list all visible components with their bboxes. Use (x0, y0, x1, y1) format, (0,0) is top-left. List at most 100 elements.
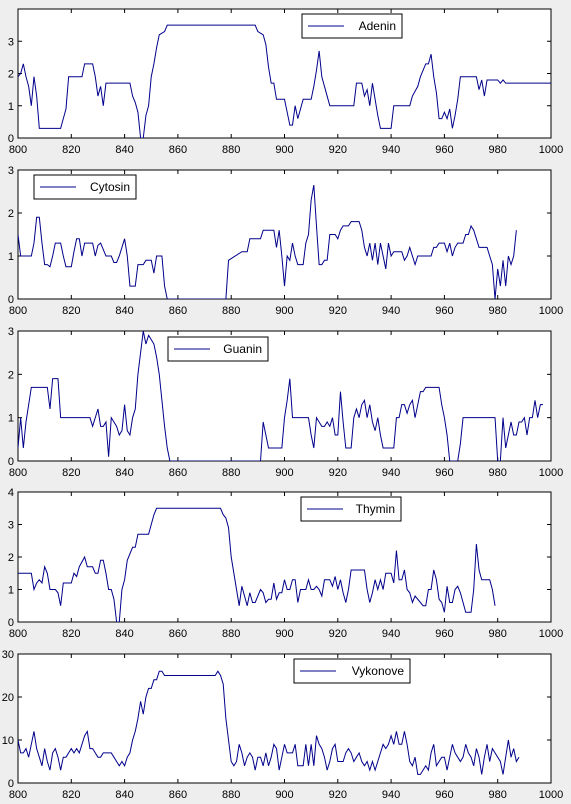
x-tick-label: 1000 (539, 305, 563, 317)
x-tick-label: 960 (435, 628, 453, 640)
x-tick-label: 940 (382, 144, 400, 156)
y-tick-label: 1 (8, 251, 14, 263)
x-tick-label: 920 (329, 467, 347, 479)
x-tick-label: 840 (115, 144, 133, 156)
legend-label: Adenin (359, 19, 396, 33)
y-tick-label: 0 (8, 294, 14, 306)
x-tick-label: 800 (9, 467, 27, 479)
legend: Cytosin (33, 174, 137, 200)
x-tick-label: 880 (222, 467, 240, 479)
x-tick-label: 840 (115, 628, 133, 640)
x-tick-label: 800 (9, 789, 27, 801)
legend-label: Vykonove (352, 664, 405, 678)
x-tick-label: 920 (329, 144, 347, 156)
x-tick-label: 1000 (539, 467, 563, 479)
y-tick-label: 4 (8, 487, 14, 499)
x-tick-label: 900 (275, 305, 293, 317)
plot-area (17, 653, 552, 784)
x-tick-label: 980 (489, 789, 507, 801)
legend-label: Cytosin (90, 180, 130, 194)
x-tick-label: 1000 (539, 144, 563, 156)
subplot-adenin: 800 820 840 860 880 900 920 940 960 980 1000 0 1 2 3 Ad… (8, 8, 563, 156)
x-tick-label: 880 (222, 789, 240, 801)
x-tick-label: 820 (62, 789, 80, 801)
x-tick-label: 900 (275, 144, 293, 156)
legend: Guanin (167, 336, 269, 362)
y-tick-label: 20 (2, 692, 14, 704)
x-tick-label: 820 (62, 305, 80, 317)
x-tick-label: 1000 (539, 789, 563, 801)
x-tick-label: 860 (169, 628, 187, 640)
x-tick-label: 920 (329, 305, 347, 317)
y-tick-label: 0 (8, 778, 14, 790)
x-tick-label: 860 (169, 305, 187, 317)
y-tick-label: 0 (8, 617, 14, 629)
y-tick-label: 3 (8, 326, 14, 338)
y-tick-label: 0 (8, 456, 14, 468)
x-tick-label: 820 (62, 628, 80, 640)
y-tick-label: 1 (8, 585, 14, 597)
x-tick-label: 820 (62, 467, 80, 479)
subplot-thymin: 800 820 840 860 880 900 920 940 960 980 1000 0 1 2 3 4 T… (8, 487, 563, 640)
plot-area (17, 491, 552, 623)
x-tick-label: 1000 (539, 628, 563, 640)
x-tick-label: 980 (489, 467, 507, 479)
subplot-cytosin: 800 820 840 860 880 900 920 940 960 980 1000 0 1 2 3 Cy… (8, 165, 563, 317)
x-tick-label: 940 (382, 467, 400, 479)
x-tick-label: 960 (435, 305, 453, 317)
y-tick-label: 10 (2, 735, 14, 747)
subplot-vykonove: 800 820 840 860 880 900 920 940 960 980 1000 0 10 20 3… (2, 649, 563, 801)
y-tick-label: 1 (8, 413, 14, 425)
series-line-vykonove (18, 670, 520, 775)
x-tick-label: 840 (115, 305, 133, 317)
series-line-thymin (18, 507, 496, 622)
y-tick-label: 1 (8, 101, 14, 113)
x-tick-label: 900 (275, 467, 293, 479)
x-tick-label: 900 (275, 789, 293, 801)
y-tick-label: 3 (8, 165, 14, 177)
legend-label: Guanin (223, 342, 262, 356)
x-tick-label: 940 (382, 628, 400, 640)
x-tick-label: 920 (329, 789, 347, 801)
x-tick-label: 940 (382, 789, 400, 801)
x-tick-label: 840 (115, 789, 133, 801)
x-tick-label: 800 (9, 628, 27, 640)
y-tick-label: 2 (8, 369, 14, 381)
plot-area (17, 8, 552, 139)
x-tick-label: 920 (329, 628, 347, 640)
legend-label: Thymin (356, 502, 395, 516)
x-tick-label: 860 (169, 467, 187, 479)
series-line-adenin (18, 24, 551, 138)
x-tick-label: 860 (169, 144, 187, 156)
x-tick-label: 960 (435, 467, 453, 479)
legend: Thymin (300, 496, 402, 522)
x-tick-label: 960 (435, 789, 453, 801)
y-tick-label: 2 (8, 69, 14, 81)
x-tick-label: 820 (62, 144, 80, 156)
x-tick-label: 800 (9, 144, 27, 156)
x-tick-label: 860 (169, 789, 187, 801)
x-tick-label: 980 (489, 144, 507, 156)
series-line-guanin (18, 331, 543, 461)
x-tick-label: 800 (9, 305, 27, 317)
legend: Adenin (301, 13, 403, 39)
x-tick-label: 840 (115, 467, 133, 479)
x-tick-label: 880 (222, 628, 240, 640)
x-tick-label: 980 (489, 305, 507, 317)
subplot-guanin: 800 820 840 860 880 900 920 940 960 980 1000 0 1 2 3 Gu… (8, 326, 563, 479)
y-tick-label: 3 (8, 36, 14, 48)
y-tick-label: 2 (8, 208, 14, 220)
y-tick-label: 2 (8, 552, 14, 564)
x-tick-label: 960 (435, 144, 453, 156)
x-tick-label: 940 (382, 305, 400, 317)
y-tick-label: 3 (8, 520, 14, 532)
x-tick-label: 880 (222, 305, 240, 317)
legend: Vykonove (293, 658, 411, 684)
y-tick-label: 0 (8, 133, 14, 145)
x-tick-label: 880 (222, 144, 240, 156)
series-line-cytosin (18, 184, 517, 299)
x-tick-label: 980 (489, 628, 507, 640)
plot-area (17, 330, 552, 462)
x-tick-label: 900 (275, 628, 293, 640)
